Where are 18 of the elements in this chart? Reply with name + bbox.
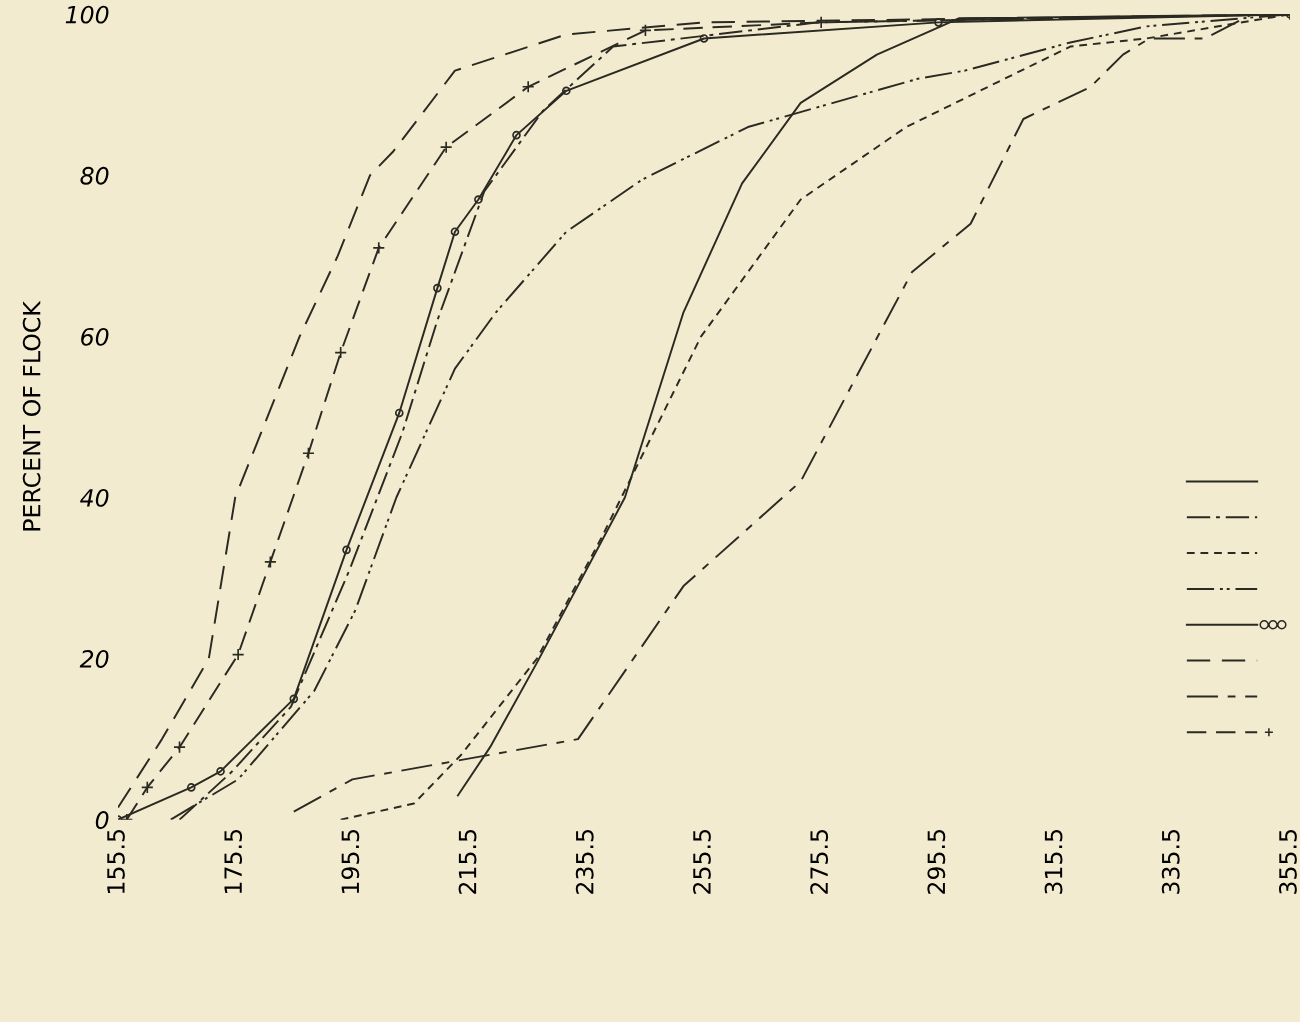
x-tick-label: 255.5 (692, 830, 711, 894)
y-tick-label: 40 (80, 488, 109, 507)
y-tick-label: 20 (79, 650, 109, 668)
x-tick-label: 155.5 (107, 830, 125, 893)
x-tick-label: 335.5 (1161, 830, 1180, 894)
x-tick-label: 275.5 (810, 830, 829, 894)
y-tick-label: 80 (80, 166, 109, 185)
x-tick-label: 355.5 (1278, 830, 1297, 894)
y-axis-title: PERCENT OF FLOCK (22, 300, 41, 531)
x-tick-label: 235.5 (575, 830, 594, 894)
y-tick-label: 0 (95, 811, 109, 829)
x-tick-label: 175.5 (224, 830, 243, 893)
x-tick-label: 215.5 (458, 830, 477, 894)
y-tick-label: 60 (81, 327, 109, 346)
y-tick-label: 100 (65, 5, 109, 24)
x-tick-label: 315.5 (1044, 830, 1063, 894)
x-tick-label: 195.5 (341, 830, 360, 893)
x-tick-label: 295.5 (927, 830, 946, 894)
